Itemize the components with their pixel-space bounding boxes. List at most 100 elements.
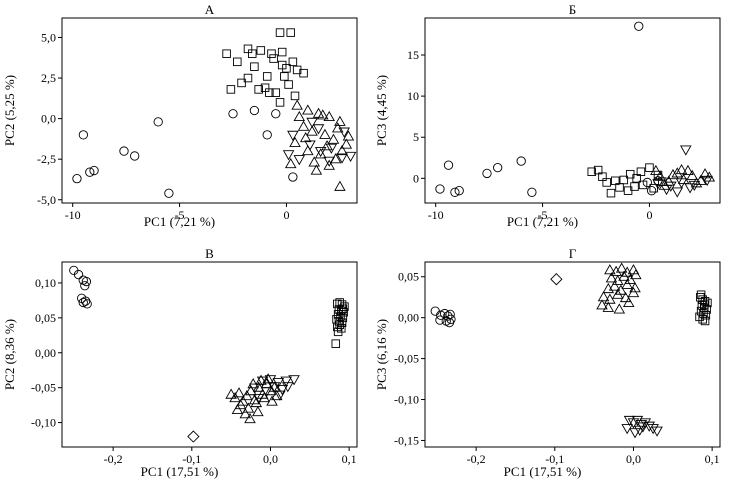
scatter-panel-1: A -10 -5 0 5,0 2,5 0,0 -2,5 -5,0 PC1 (7,21 %) PC2 … (2, 2, 358, 229)
data-point-triangle-up (317, 109, 329, 120)
x-tick-label: 0 (283, 208, 289, 222)
data-point-square (636, 167, 646, 177)
data-point-triangle-up (319, 128, 331, 139)
data-point-triangle-up (270, 389, 283, 401)
data-point-square (248, 49, 257, 58)
data-point-triangle-down (312, 124, 325, 135)
data-point-triangle-up (255, 374, 267, 385)
x-axis-label: PC1 (17,51 %) (141, 464, 219, 479)
data-point-triangle-down (665, 181, 677, 192)
data-point-triangle-down (293, 155, 306, 166)
data-point-square (333, 327, 343, 337)
data-point-circle (435, 184, 445, 194)
data-point-triangle-up (629, 282, 641, 293)
data-point-square (587, 167, 596, 177)
data-point-triangle-down (264, 375, 277, 386)
data-point-square (638, 180, 648, 190)
data-point-triangle-up (252, 381, 265, 392)
data-point-triangle-up (610, 265, 622, 276)
data-point-triangle-down (652, 179, 664, 190)
data-point-square (265, 88, 274, 97)
data-point-triangle-up (299, 131, 312, 143)
x-tick-label: 0,0 (263, 452, 278, 466)
data-point-square (615, 183, 624, 192)
y-tick-label: 0,05 (398, 270, 419, 284)
y-axis-label: PC2 (8,36 %) (2, 319, 17, 390)
data-point-triangle-up (225, 388, 237, 399)
data-point-square (284, 80, 293, 89)
data-point-circle (527, 187, 537, 197)
data-point-square (645, 163, 654, 172)
data-point-square (260, 83, 270, 93)
data-point-triangle-down (256, 376, 269, 387)
data-point-triangle-down (325, 143, 338, 154)
data-point-triangle-up (699, 168, 711, 179)
y-tick-label: 0 (413, 171, 419, 185)
data-point-circle (435, 315, 445, 325)
y-axis-label: PC2 (5,25 %) (2, 75, 17, 146)
data-point-triangle-up (618, 270, 630, 281)
data-point-circle (516, 156, 526, 166)
data-point-square (269, 54, 278, 63)
data-point-triangle-up (624, 273, 637, 285)
data-point-triangle-up (327, 133, 340, 144)
data-point-triangle-up (297, 120, 310, 131)
y-tick-label: 10 (407, 89, 419, 103)
data-point-triangle-down (336, 153, 348, 164)
data-point-triangle-down (671, 187, 684, 198)
data-point-circle (72, 174, 82, 184)
data-point-circle (78, 130, 89, 140)
data-point-diamond (187, 430, 200, 443)
data-point-triangle-down (314, 147, 327, 158)
data-point-circle (436, 310, 446, 320)
data-point-diamond (550, 273, 563, 286)
panel-title: Г (569, 246, 577, 261)
data-point-square (331, 339, 341, 348)
data-point-triangle-up (605, 272, 618, 283)
data-point-square (222, 49, 231, 58)
data-point-square (277, 47, 287, 57)
data-point-square (243, 44, 253, 54)
y-tick-label: 15 (407, 48, 419, 62)
data-point-triangle-up (252, 405, 264, 417)
data-point-circle (164, 188, 174, 198)
data-point-triangle-down (306, 117, 318, 128)
data-point-triangle-down (643, 421, 655, 432)
data-point-circle (443, 160, 454, 170)
plot-frame (61, 261, 358, 448)
data-point-triangle-up (231, 403, 244, 415)
data-point-square (630, 182, 639, 191)
data-point-triangle-up (266, 395, 278, 406)
data-point-circle (78, 297, 88, 308)
data-point-triangle-up (608, 280, 621, 291)
x-tick-label: 0,1 (705, 452, 720, 466)
data-point-square (256, 46, 266, 55)
data-point-square (275, 98, 285, 107)
data-point-square (286, 28, 295, 37)
plot-frame (424, 17, 721, 204)
data-point-triangle-up (694, 174, 707, 185)
data-point-square (700, 300, 709, 309)
data-point-triangle-down (647, 424, 659, 435)
data-point-circle (130, 151, 140, 161)
data-point-triangle-up (291, 99, 303, 110)
data-point-triangle-up (675, 164, 688, 175)
y-tick-label: -0,05 (31, 381, 56, 395)
panel-title: В (205, 246, 214, 261)
x-tick-label: -5 (175, 208, 185, 222)
data-point-square (250, 62, 259, 71)
data-point-triangle-up (650, 164, 662, 175)
y-tick-label: -0,15 (394, 433, 419, 447)
data-point-triangle-down (304, 140, 316, 151)
data-point-triangle-up (314, 148, 327, 159)
data-point-triangle-up (247, 378, 259, 389)
x-tick-label: -10 (428, 208, 444, 222)
data-point-circle (450, 187, 460, 197)
data-point-triangle-down (288, 375, 300, 386)
data-point-circle (288, 172, 298, 182)
data-point-square (280, 72, 289, 81)
data-point-triangle-up (615, 262, 628, 273)
y-tick-label: 0,05 (35, 311, 56, 325)
data-point-triangle-up (621, 278, 633, 289)
